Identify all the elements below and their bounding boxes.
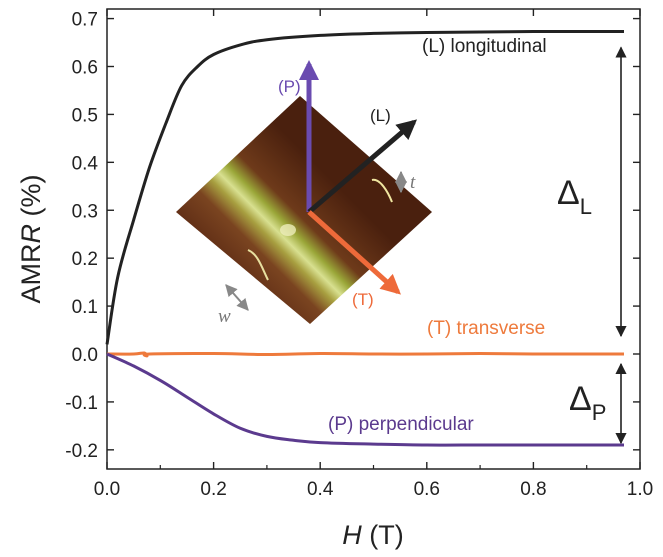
inset-label-L: (L) (370, 106, 391, 125)
y-axis-title: AMRR (%) (16, 175, 46, 304)
wire-edge-left (247, 249, 269, 281)
y-tick-label: 0.2 (72, 249, 98, 270)
inset-wire-image: (P) (L) (T) t w (176, 60, 432, 327)
axis-ticks (106, 9, 641, 469)
y-tick-label: 0.7 (72, 10, 98, 31)
y-tick-label: 0.5 (72, 105, 98, 126)
series-label-transverse: (T) transverse (427, 318, 545, 339)
x-tick-label: 0.2 (200, 479, 226, 500)
wire-edge-right (371, 178, 393, 203)
width-label: w (218, 306, 231, 327)
thickness-label: t (410, 172, 416, 193)
y-tick-label: -0.2 (65, 441, 98, 462)
tick-labels: 0.0 0.2 0.4 0.6 0.8 1.0 0.7 0.6 0.5 0.4 0.3 0.2 0.1 0… (65, 10, 653, 500)
wire-highlight (280, 224, 296, 236)
series-label-longitudinal: (L) longitudinal (422, 36, 547, 57)
x-tick-label: 0.0 (94, 479, 120, 500)
x-tick-label: 1.0 (627, 479, 653, 500)
delta-L-label: ΔL (557, 174, 592, 219)
inset-axis-L (307, 119, 418, 214)
x-tick-label: 0.8 (520, 479, 546, 500)
width-arrow (225, 284, 249, 311)
y-tick-label: -0.1 (65, 393, 98, 414)
series-line-longitudinal (105, 29, 624, 345)
inset-label-T: (T) (352, 290, 374, 309)
series-line-perpendicular (106, 352, 624, 447)
series-line-transverse (106, 351, 624, 358)
x-axis-title: H (T) (342, 520, 403, 550)
x-tick-label: 0.6 (414, 479, 440, 500)
y-tick-label: 0.6 (72, 58, 98, 79)
y-tick-label: 0.3 (72, 201, 98, 222)
y-tick-label: 0.0 (72, 345, 98, 366)
y-tick-label: 0.1 (72, 297, 98, 318)
inset-label-P: (P) (278, 77, 301, 96)
x-tick-label: 0.4 (307, 479, 334, 500)
inset-axis-T (307, 210, 401, 295)
y-tick-label: 0.4 (72, 153, 99, 174)
delta-P-label: ΔP (569, 380, 606, 425)
series-label-perpendicular: (P) perpendicular (328, 414, 474, 435)
